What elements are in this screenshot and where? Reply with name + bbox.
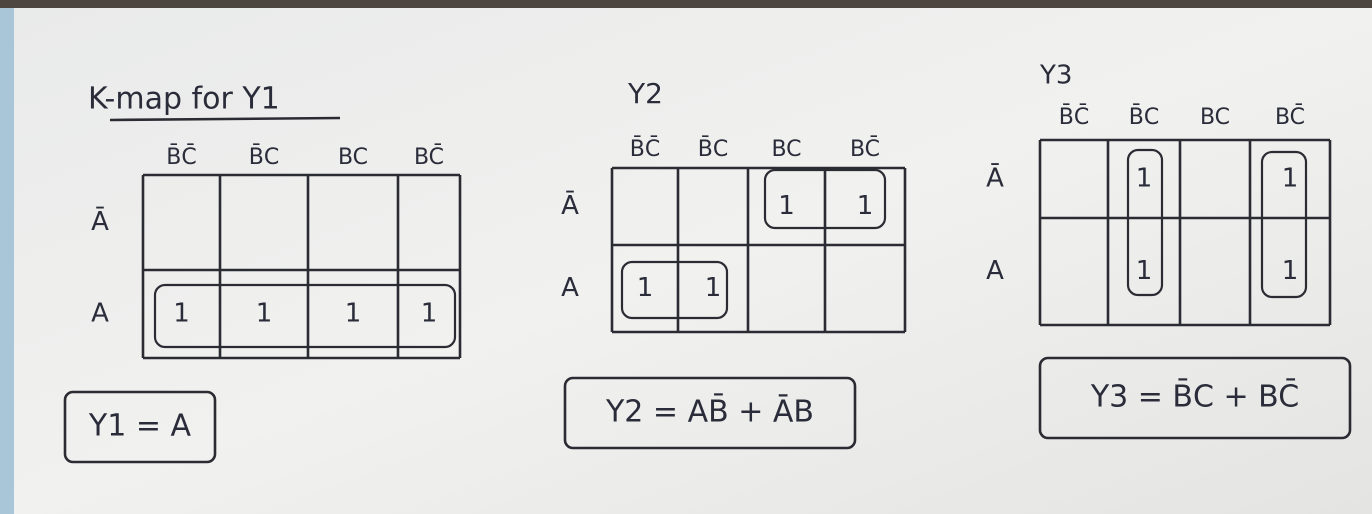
cell-value: 1: [637, 273, 654, 303]
page-edge: [0, 8, 14, 514]
cell-value: 1: [857, 191, 874, 221]
cell-value: 1: [345, 299, 362, 329]
column-header: BC: [1200, 105, 1230, 130]
cell-value: 1: [1282, 164, 1299, 194]
column-header: B̄C: [1129, 104, 1159, 130]
grouping-loop: [763, 168, 887, 230]
equation-box: [1038, 356, 1352, 440]
cell-value: 1: [1136, 256, 1153, 286]
grouping-loop: [620, 260, 729, 320]
row-header: A: [91, 299, 109, 329]
equation: Y1 = A: [88, 409, 192, 444]
column-header: B̄C: [698, 136, 728, 162]
map-title: Y3: [1039, 61, 1072, 91]
k-maps: K-map for Y1 B̄C̄ B̄C BC BC̄ Ā A 1 1 1 1 Y1 = A Y2 B̄…: [63, 61, 1352, 464]
row-header: A: [561, 273, 579, 303]
column-header: B̄C̄: [166, 144, 196, 170]
row-header: Ā: [561, 190, 579, 221]
column-header: BC̄: [1275, 104, 1305, 130]
cell-value: 1: [421, 299, 438, 329]
title-underline: [109, 116, 341, 122]
equation-box: [563, 376, 857, 450]
row-header: Ā: [986, 163, 1004, 194]
row-header: A: [986, 256, 1004, 286]
cell-value: 1: [256, 299, 273, 329]
column-header: BC: [771, 137, 801, 162]
column-header: B̄C: [249, 144, 279, 170]
grouping-loop: [153, 283, 457, 349]
equation: Y2 = AB̄ + ĀB: [605, 393, 814, 429]
grouping-loop: [1126, 148, 1164, 297]
equation: Y3 = B̄C + BC̄: [1090, 378, 1299, 414]
cell-value: 1: [1136, 164, 1153, 194]
column-header: BC̄: [414, 144, 444, 170]
grouping-loop: [1260, 150, 1308, 299]
map-title: K-map for Y1: [88, 82, 280, 117]
column-header: BC̄: [850, 136, 880, 162]
map-title: Y2: [627, 77, 663, 110]
cell-value: 1: [173, 299, 190, 329]
row-header: Ā: [91, 206, 109, 237]
column-header: B̄C̄: [1059, 104, 1089, 130]
cell-value: 1: [1282, 256, 1299, 286]
cell-value: 1: [778, 191, 795, 221]
column-header: B̄C̄: [630, 136, 660, 162]
cell-value: 1: [705, 273, 722, 303]
equation-box: [63, 390, 217, 464]
column-header: BC: [338, 145, 368, 170]
